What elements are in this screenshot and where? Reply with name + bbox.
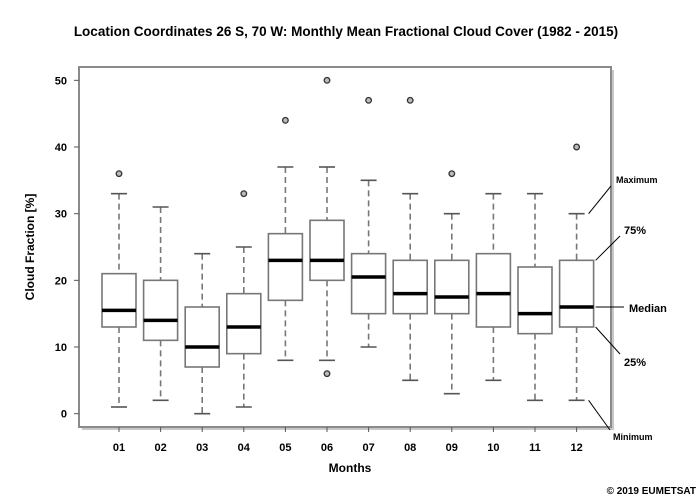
legend-annotations: Maximum 75% Median 25% Minimum xyxy=(588,175,667,442)
y-tick-label: 10 xyxy=(55,342,67,354)
x-tick-label: 07 xyxy=(362,442,374,454)
x-tick-label: 03 xyxy=(196,442,208,454)
box-06 xyxy=(309,76,345,378)
box-07 xyxy=(350,96,387,348)
x-tick-label: 10 xyxy=(487,442,499,454)
box-11 xyxy=(517,192,553,402)
iqr-box xyxy=(267,232,304,302)
box-02 xyxy=(142,206,179,402)
x-tick-label: 08 xyxy=(404,442,416,454)
iqr-box xyxy=(101,272,137,328)
outlier-point xyxy=(406,96,414,104)
annotation-pointer xyxy=(595,235,621,261)
outlier-point xyxy=(448,170,456,178)
box-01 xyxy=(101,170,137,408)
copyright-text: © 2019 EUMETSAT xyxy=(607,486,696,497)
box-03 xyxy=(184,252,220,415)
annotation-pointer xyxy=(588,400,611,431)
annotation-label: 75% xyxy=(624,225,646,237)
x-tick-label: 09 xyxy=(446,442,458,454)
iqr-box xyxy=(142,279,179,342)
chart-title: Location Coordinates 26 S, 70 W: Monthly… xyxy=(74,24,618,39)
x-tick-label: 12 xyxy=(570,442,582,454)
y-axis-label: Cloud Fraction [%] xyxy=(23,194,37,301)
outlier-point xyxy=(281,116,289,124)
box-09 xyxy=(433,170,470,395)
iqr-box xyxy=(517,266,553,335)
annotation-pointer xyxy=(595,326,621,355)
x-tick-label: 04 xyxy=(238,442,251,454)
annotation-label: 25% xyxy=(624,357,646,369)
y-axis-ticks: 0 10 20 30 40 50 xyxy=(55,75,79,421)
iqr-box xyxy=(309,219,345,282)
plot-frame xyxy=(78,66,612,428)
y-tick-label: 20 xyxy=(55,275,67,287)
outlier-point xyxy=(573,143,581,151)
y-tick-label: 0 xyxy=(61,409,67,421)
outlier-point xyxy=(240,190,248,198)
iqr-box xyxy=(475,252,512,328)
y-tick-label: 40 xyxy=(55,142,67,154)
outlier-point xyxy=(323,370,331,378)
iqr-box xyxy=(392,259,429,315)
box-10 xyxy=(475,192,512,382)
iqr-box xyxy=(226,292,262,355)
outlier-point xyxy=(323,76,331,84)
annotation-label: Maximum xyxy=(616,175,658,185)
box-04 xyxy=(226,190,262,408)
iqr-box xyxy=(433,259,470,315)
y-tick-label: 30 xyxy=(55,209,67,221)
x-tick-label: 05 xyxy=(279,442,291,454)
iqr-box xyxy=(350,252,387,315)
x-tick-label: 02 xyxy=(154,442,166,454)
outlier-point xyxy=(365,96,373,104)
box-08 xyxy=(392,96,429,382)
y-tick-label: 50 xyxy=(55,75,67,87)
annotation-label: Median xyxy=(629,303,667,315)
iqr-box xyxy=(558,259,595,328)
x-tick-label: 11 xyxy=(529,442,541,454)
box-series xyxy=(101,76,595,415)
annotation-pointer xyxy=(588,185,612,214)
x-tick-label: 01 xyxy=(113,442,125,454)
box-12 xyxy=(558,143,595,402)
outlier-point xyxy=(115,170,123,178)
x-axis-label: Months xyxy=(329,461,372,475)
iqr-box xyxy=(184,306,220,368)
box-05 xyxy=(267,116,304,362)
x-axis-ticks: 01 02 03 04 05 06 07 08 09 10 11 12 xyxy=(113,427,583,454)
x-tick-label: 06 xyxy=(321,442,333,454)
annotation-label: Minimum xyxy=(613,432,653,442)
